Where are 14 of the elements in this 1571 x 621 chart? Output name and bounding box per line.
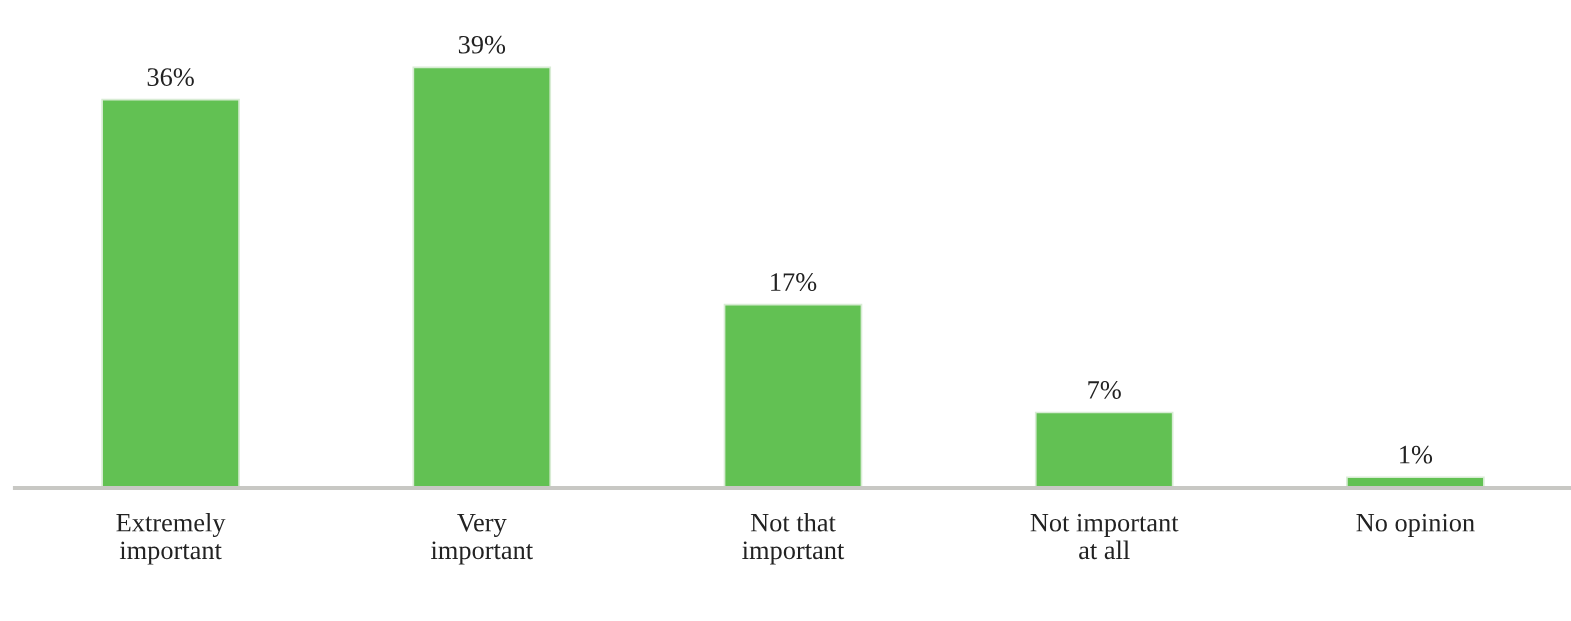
bar (723, 303, 863, 488)
bar (412, 66, 552, 488)
data-label: 7% (1088, 380, 1121, 399)
data-label: 36% (147, 68, 194, 87)
data-label: 1% (1400, 445, 1433, 464)
x-tick-label: Very important (431, 513, 533, 565)
x-tick-label: Not important at all (1030, 513, 1179, 560)
x-tick-label: No opinion (1356, 513, 1475, 537)
bar (1034, 411, 1174, 488)
x-tick-label: Extremely important (116, 513, 226, 565)
x-tick-label: Not that important (742, 513, 845, 565)
data-label: 39% (458, 35, 506, 54)
bar (101, 98, 240, 488)
data-label: 17% (771, 273, 817, 292)
